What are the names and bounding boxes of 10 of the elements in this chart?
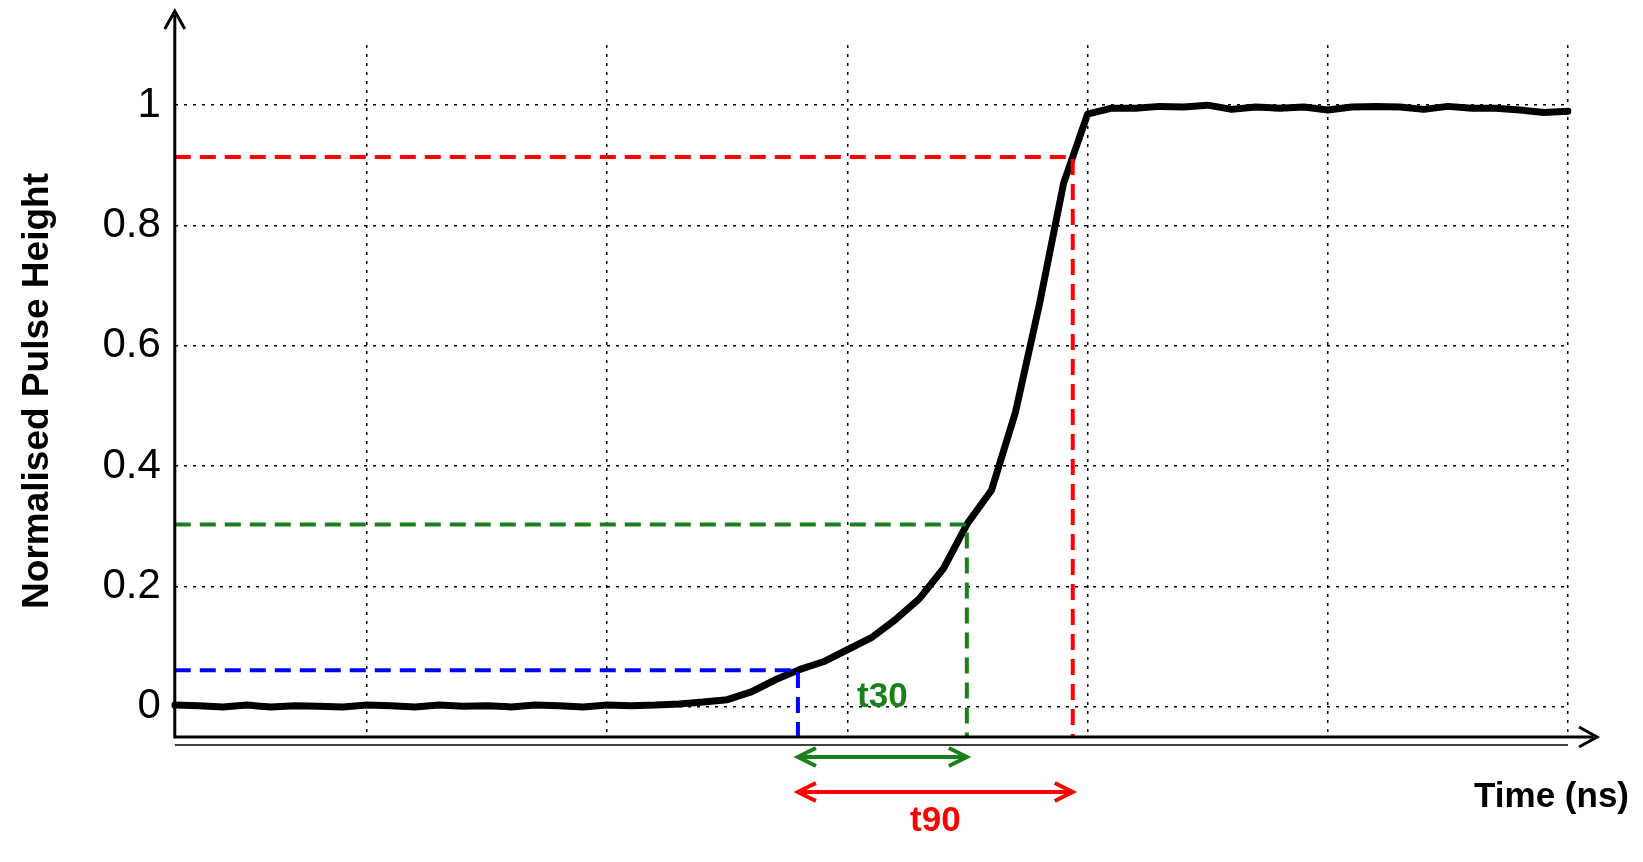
- y-tick-label: 0.6: [102, 319, 161, 367]
- y-axis-title: Normalised Pulse Height: [15, 173, 57, 609]
- x-axis-title: Time (ns): [1474, 775, 1629, 815]
- y-tick-label: 0.2: [102, 560, 161, 608]
- y-tick-label: 1: [137, 78, 161, 126]
- annotation: t30: [856, 675, 909, 715]
- y-tick-label: 0.8: [102, 199, 161, 247]
- y-tick-label: 0: [137, 680, 161, 728]
- y-tick-label: 0.4: [102, 439, 161, 487]
- text: t90: [909, 799, 962, 839]
